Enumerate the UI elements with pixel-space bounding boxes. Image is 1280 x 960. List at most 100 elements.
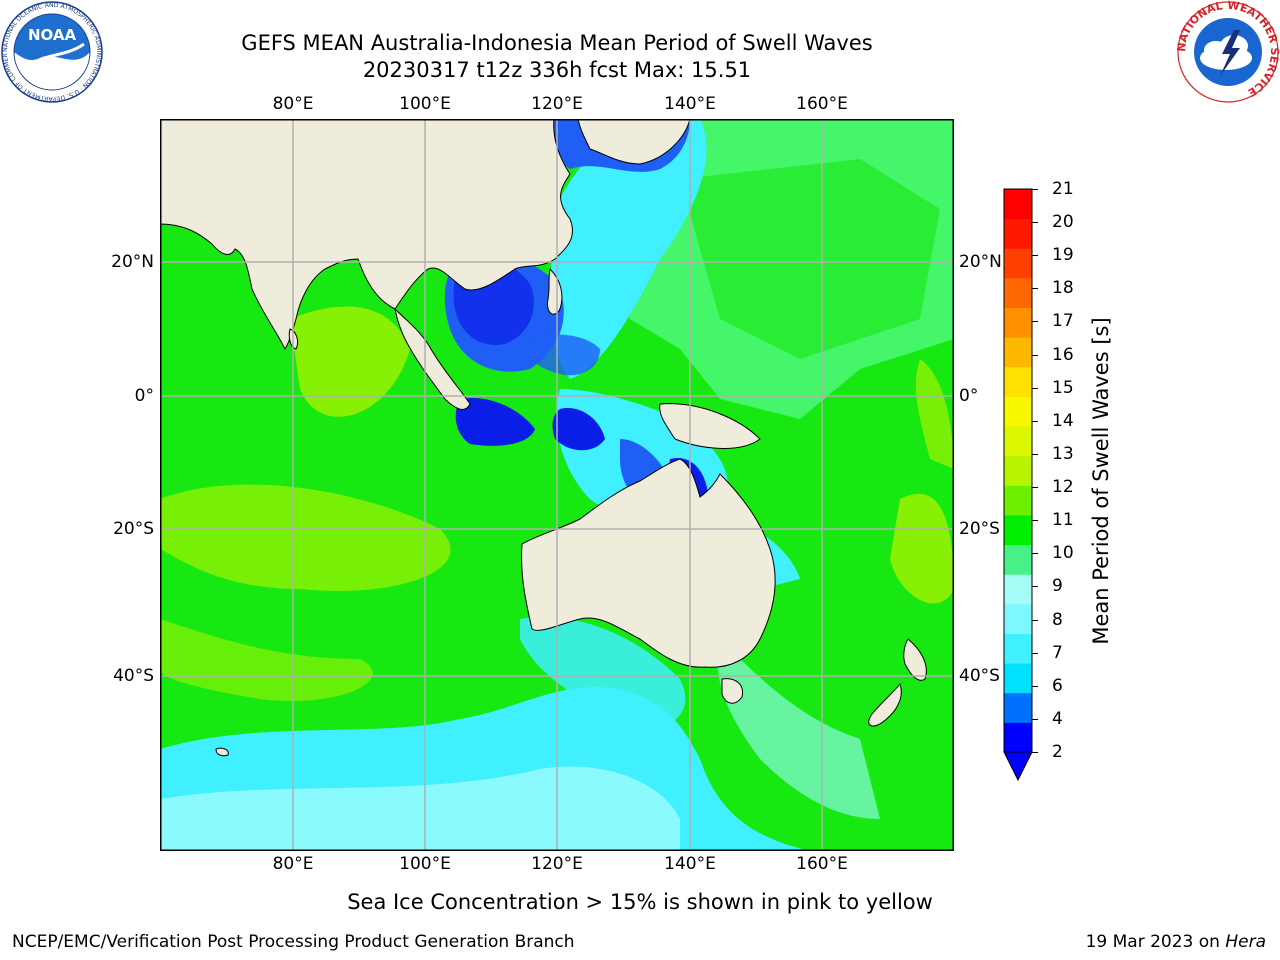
pacific-green-patch — [680, 159, 940, 359]
land-sumatra — [394, 307, 471, 410]
footer-right: 19 Mar 2023 on Hera — [1086, 932, 1266, 952]
colorbar-band — [1004, 692, 1032, 723]
colorbar-tick-mark — [1032, 420, 1038, 422]
colorbar-band — [1004, 366, 1032, 397]
colorbar-tick-mark — [1032, 520, 1038, 522]
southern-ocean-light-cyan — [160, 766, 680, 851]
colorbar-tick-mark — [1032, 453, 1038, 455]
lat-tick-left: 20°N — [111, 252, 154, 272]
colorbar-tick-label: 15 — [1052, 377, 1074, 398]
lat-tick-right: 20°S — [959, 519, 1000, 539]
colorbar-tick-mark — [1032, 685, 1038, 687]
lon-tick-top: 160°E — [796, 94, 848, 114]
lon-tick-bottom: 120°E — [531, 854, 583, 874]
colorbar-tick-label: 13 — [1052, 443, 1074, 464]
colorbar-tick-label: 12 — [1052, 477, 1074, 498]
colorbar-tick-mark — [1032, 487, 1038, 489]
lat-tick-right: 0° — [959, 386, 979, 406]
sea-ice-note: Sea Ice Concentration > 15% is shown in … — [347, 890, 933, 914]
colorbar-tick-mark — [1032, 752, 1038, 753]
yellowgreen-patch-north — [290, 306, 410, 417]
swell-period-map — [160, 119, 954, 851]
colorbar-tick-mark — [1032, 321, 1038, 323]
noaa-logo-text: NOAA — [28, 26, 77, 44]
colorbar-band — [1004, 485, 1032, 516]
land-kerguelen — [215, 747, 229, 757]
colorbar — [1003, 188, 1033, 782]
lat-tick-left: 40°S — [113, 666, 154, 686]
colorbar-band — [1004, 396, 1032, 427]
colorbar-tick-mark — [1032, 652, 1038, 654]
colorbar-tick-mark — [1032, 222, 1038, 224]
colorbar-tick-label: 20 — [1052, 212, 1074, 233]
colorbar-tick-mark — [1032, 354, 1038, 356]
land-australia — [521, 458, 776, 668]
colorbar-band — [1004, 307, 1032, 338]
colorbar-band — [1004, 544, 1032, 575]
colorbar-tick-mark — [1032, 718, 1038, 720]
colorbar-tick-label: 4 — [1052, 708, 1063, 729]
colorbar-tick-mark — [1032, 586, 1038, 588]
colorbar-tick-label: 6 — [1052, 675, 1063, 696]
land-new-zealand-south — [868, 682, 902, 727]
colorbar-tick-mark — [1032, 288, 1038, 290]
colorbar-tick-label: 10 — [1052, 543, 1074, 564]
chart-subtitle: 20230317 t12z 336h fcst Max: 15.51 — [362, 58, 752, 82]
colorbar-band — [1004, 277, 1032, 309]
land-masses — [160, 119, 927, 757]
colorbar-tick-mark — [1032, 387, 1038, 389]
colorbar-bands — [1004, 189, 1032, 753]
colorbar-band — [1004, 455, 1032, 486]
lon-tick-bottom: 100°E — [399, 854, 451, 874]
colorbar-tick-label: 21 — [1052, 179, 1074, 199]
lon-tick-bottom: 80°E — [272, 854, 314, 874]
lon-tick-top: 80°E — [272, 94, 314, 114]
colorbar-band — [1004, 663, 1032, 694]
lon-tick-bottom: 140°E — [664, 854, 716, 874]
colorbar-tick-label: 17 — [1052, 311, 1074, 332]
flores-sea-blue — [552, 408, 605, 451]
chart-title: GEFS MEAN Australia-Indonesia Mean Perio… — [241, 31, 873, 55]
colorbar-band — [1004, 722, 1032, 753]
colorbar-band — [1004, 337, 1032, 368]
colorbar-tick-label: 9 — [1052, 576, 1063, 597]
land-tasmania — [721, 678, 744, 704]
colorbar-tick-label: 18 — [1052, 278, 1074, 299]
colorbar-tick-mark — [1032, 619, 1038, 621]
footer-left: NCEP/EMC/Verification Post Processing Pr… — [12, 932, 575, 952]
lat-tick-right: 20°N — [959, 252, 1002, 272]
land-new-guinea — [659, 403, 761, 449]
lon-tick-bottom: 160°E — [796, 854, 848, 874]
colorbar-label: Mean Period of Swell Waves [s] — [1089, 317, 1113, 645]
map-frame — [160, 119, 954, 851]
lat-tick-left: 20°S — [113, 519, 154, 539]
colorbar-frame — [1003, 188, 1033, 753]
footer-machine: Hera — [1225, 932, 1266, 952]
colorbar-band — [1004, 426, 1032, 457]
colorbar-tick-label: 19 — [1052, 245, 1074, 266]
colorbar-tick-label: 7 — [1052, 642, 1063, 663]
colorbar-band — [1004, 248, 1032, 279]
lon-tick-top: 100°E — [399, 94, 451, 114]
colorbar-tick-label: 2 — [1052, 742, 1063, 762]
yellowgreen-patch-east — [890, 493, 954, 604]
colorbar-band — [1004, 603, 1032, 634]
colorbar-band — [1004, 633, 1032, 664]
java-sea-blue — [455, 398, 535, 446]
colorbar-band — [1004, 218, 1032, 249]
nws-logo: NATIONAL WEATHER SERVICE — [1176, 0, 1280, 103]
land-korea-japan — [577, 119, 691, 165]
land-philippines — [546, 267, 563, 315]
lat-tick-right: 40°S — [959, 666, 1000, 686]
lon-tick-top: 140°E — [664, 94, 716, 114]
yellowgreen-patch-south2 — [160, 619, 373, 701]
colorbar-band — [1004, 514, 1032, 546]
philippine-blue — [520, 334, 600, 376]
yellowgreen-patch-south — [160, 484, 451, 591]
graticule — [160, 119, 954, 851]
colorbar-tick-label: 8 — [1052, 609, 1063, 630]
lon-tick-top: 120°E — [531, 94, 583, 114]
great-bight-cyan — [520, 617, 686, 727]
footer-date: 19 Mar 2023 on — [1085, 932, 1226, 952]
colorbar-tick-mark — [1032, 553, 1038, 555]
